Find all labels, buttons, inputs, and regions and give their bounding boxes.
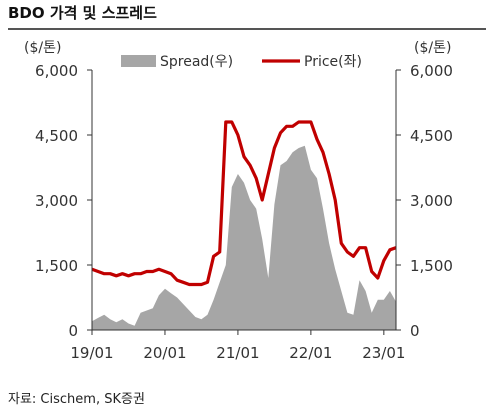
legend-spread-label: Spread(우) (160, 54, 233, 70)
left-unit-label: ($/톤) (24, 40, 61, 56)
legend-spread-swatch (121, 55, 156, 67)
source-note: 자료: Cischem, SK증권 (8, 392, 145, 407)
bdo-chart: 0 0 1,500 1,500 3,000 3,000 4,500 4,500 6,000 6,0… (24, 40, 453, 362)
right-y-tick-label: 0 (410, 322, 420, 340)
right-unit-label: ($/톤) (414, 40, 451, 56)
right-y-tick-label: 3,000 (410, 192, 453, 210)
right-y-tick-label: 6,000 (410, 62, 453, 80)
right-y-tick-label: 1,500 (410, 257, 453, 275)
x-tick-label: 19/01 (70, 344, 113, 362)
price-line (91, 120, 397, 287)
legend-price-label: Price(좌) (304, 54, 362, 70)
x-tick-label: 21/01 (216, 344, 259, 362)
x-tick-label: 20/01 (143, 344, 186, 362)
right-y-tick-label: 4,500 (410, 127, 453, 145)
x-tick-label: 22/01 (289, 344, 332, 362)
left-y-tick-label: 3,000 (35, 192, 78, 210)
x-tick-label: 23/01 (362, 344, 405, 362)
title-divider (8, 28, 486, 30)
spread-area (92, 145, 396, 330)
left-y-tick-label: 6,000 (35, 62, 78, 80)
left-y-tick-label: 0 (68, 322, 78, 340)
chart-title: BDO 가격 및 스프레드 (8, 4, 157, 22)
left-y-tick-label: 4,500 (35, 127, 78, 145)
left-y-tick-label: 1,500 (35, 257, 78, 275)
